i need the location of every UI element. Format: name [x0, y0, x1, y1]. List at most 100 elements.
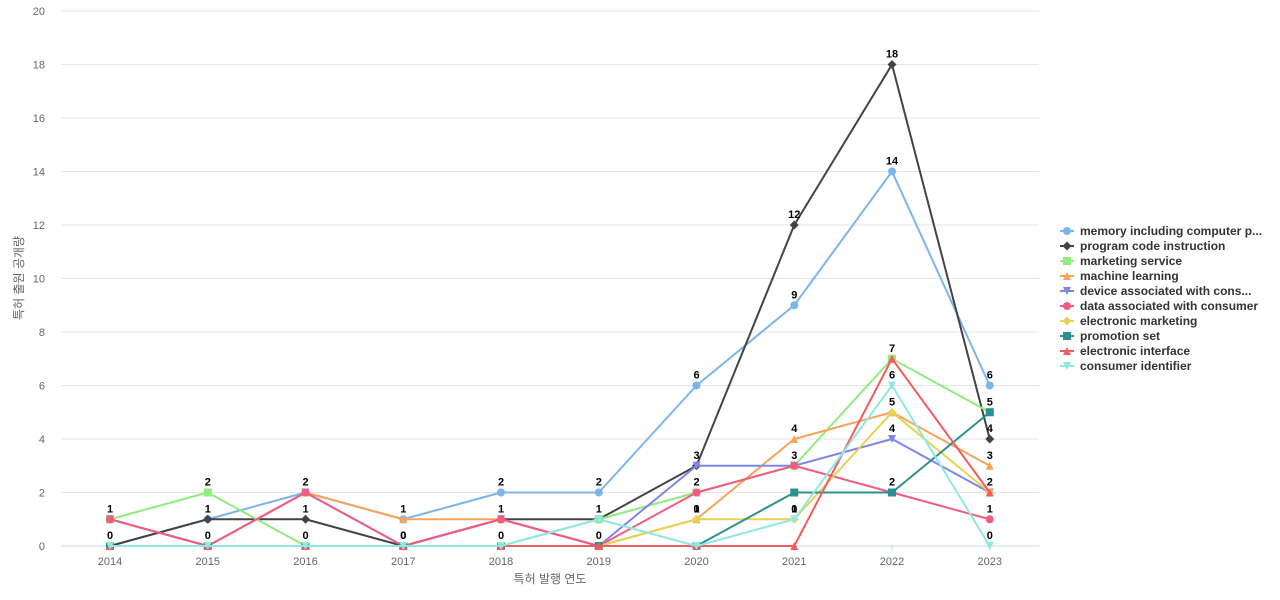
series-10 — [106, 381, 994, 550]
data-point[interactable] — [594, 488, 603, 497]
legend-label: promotion set — [1080, 329, 1160, 343]
data-point[interactable] — [888, 354, 896, 363]
legend[interactable]: memory including computer p...program co… — [1060, 224, 1262, 373]
x-tick-label: 2020 — [684, 556, 708, 568]
legend-item[interactable]: electronic marketing — [1060, 314, 1197, 328]
data-point[interactable] — [497, 515, 505, 524]
data-point[interactable] — [888, 435, 896, 443]
data-point[interactable] — [790, 461, 799, 470]
data-point[interactable] — [301, 488, 310, 497]
legend-item[interactable]: marketing service — [1060, 254, 1182, 268]
data-point[interactable] — [888, 488, 896, 497]
data-point[interactable] — [497, 542, 505, 550]
legend-label: device associated with cons... — [1080, 284, 1251, 298]
data-point[interactable] — [985, 461, 994, 470]
legend-item[interactable]: promotion set — [1060, 329, 1160, 343]
legend-item[interactable]: device associated with cons... — [1060, 284, 1251, 298]
data-point[interactable] — [985, 434, 995, 444]
data-point[interactable] — [985, 408, 994, 417]
data-point[interactable] — [692, 488, 701, 497]
legend-item[interactable]: data associated with consumer — [1060, 299, 1258, 313]
data-label: 0 — [107, 530, 113, 542]
data-label: 18 — [886, 49, 898, 61]
data-point[interactable] — [497, 488, 505, 497]
legend-symbol — [1063, 332, 1071, 340]
legend-item[interactable]: consumer identifier — [1060, 359, 1192, 373]
data-point[interactable] — [203, 514, 213, 524]
data-point[interactable] — [106, 515, 114, 524]
data-label: 12 — [788, 209, 800, 221]
legend-symbol — [1062, 241, 1072, 251]
data-point[interactable] — [790, 488, 799, 497]
data-point[interactable] — [888, 381, 896, 390]
x-tick-label: 2022 — [880, 556, 904, 568]
data-label: 4 — [987, 423, 994, 435]
legend-symbol — [1063, 287, 1071, 295]
y-tick-label: 12 — [33, 220, 45, 232]
data-label: 14 — [886, 156, 899, 168]
data-label: 2 — [987, 477, 993, 489]
data-point[interactable] — [887, 407, 897, 417]
legend-label: marketing service — [1080, 254, 1182, 268]
data-point[interactable] — [203, 542, 212, 550]
data-point[interactable] — [790, 301, 799, 310]
data-point[interactable] — [301, 514, 310, 524]
legend-item[interactable]: machine learning — [1060, 269, 1179, 283]
data-point[interactable] — [203, 488, 212, 497]
y-tick-label: 10 — [33, 274, 45, 286]
data-point[interactable] — [985, 381, 994, 390]
data-point[interactable] — [887, 60, 897, 69]
data-point[interactable] — [692, 461, 701, 470]
legend-label: data associated with consumer — [1080, 299, 1258, 313]
series-line — [109, 384, 991, 547]
data-point[interactable] — [985, 488, 994, 497]
data-point[interactable] — [692, 542, 701, 550]
data-label: 2 — [889, 477, 895, 489]
data-point[interactable] — [594, 515, 603, 524]
y-tick-label: 0 — [39, 541, 45, 553]
data-point[interactable] — [301, 542, 310, 550]
legend-item[interactable]: memory including computer p... — [1060, 224, 1262, 238]
y-tick-label: 2 — [39, 488, 45, 500]
data-point[interactable] — [594, 542, 603, 550]
data-point[interactable] — [692, 381, 701, 390]
legend-label: memory including computer p... — [1080, 224, 1262, 238]
legend-item[interactable]: program code instruction — [1060, 239, 1225, 253]
data-point[interactable] — [106, 542, 114, 550]
data-point[interactable] — [888, 167, 896, 176]
series-6 — [106, 461, 994, 550]
data-label: 1 — [693, 503, 699, 515]
data-point[interactable] — [985, 542, 994, 550]
legend-symbol — [1063, 272, 1071, 280]
x-axis-title: 특허 발행 연도 — [514, 571, 587, 586]
y-tick-label: 18 — [33, 60, 45, 72]
data-label: 1 — [498, 503, 504, 515]
data-point[interactable] — [790, 435, 799, 443]
x-tick-label: 2016 — [293, 556, 317, 568]
data-label: 2 — [498, 477, 504, 489]
data-point[interactable] — [790, 515, 799, 524]
series-line — [109, 357, 991, 547]
data-point[interactable] — [399, 515, 408, 524]
data-point[interactable] — [790, 542, 799, 550]
data-label: 0 — [205, 530, 211, 542]
legend-label: electronic marketing — [1080, 314, 1197, 328]
x-tick-label: 2023 — [978, 556, 1002, 568]
data-label: 9 — [791, 289, 797, 301]
data-label: 0 — [302, 530, 308, 542]
data-label: 0 — [400, 530, 406, 542]
x-tick-label: 2019 — [587, 556, 611, 568]
data-label: 2 — [302, 477, 308, 489]
data-label: 0 — [400, 530, 406, 542]
series-3 — [106, 354, 994, 550]
data-label: 4 — [791, 423, 798, 435]
legend-label: electronic interface — [1080, 344, 1190, 358]
legend-item[interactable]: electronic interface — [1060, 344, 1190, 358]
data-point[interactable] — [399, 542, 408, 550]
x-tick-label: 2015 — [196, 556, 220, 568]
data-point[interactable] — [985, 515, 994, 524]
data-point[interactable] — [789, 220, 799, 230]
data-point[interactable] — [692, 514, 701, 524]
